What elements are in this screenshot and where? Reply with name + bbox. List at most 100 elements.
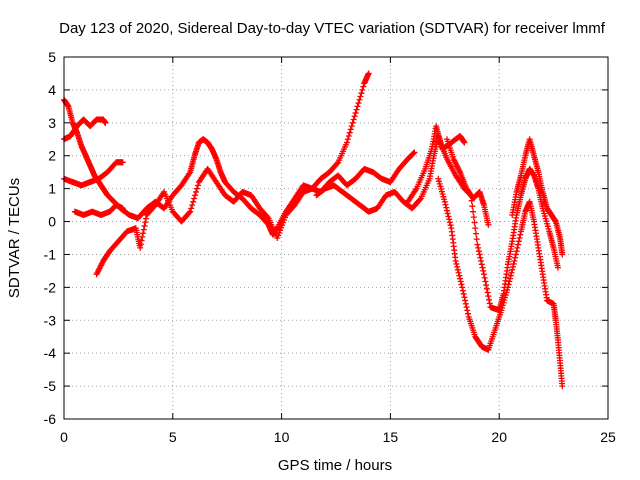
data-point (460, 290, 467, 297)
data-series (435, 175, 566, 390)
data-point (473, 236, 480, 243)
y-tick-label: 3 (48, 115, 56, 131)
y-tick-label: -4 (44, 345, 57, 361)
data-point (476, 251, 483, 258)
data-point (504, 284, 511, 291)
data-point (416, 196, 423, 203)
data-point (507, 275, 514, 282)
data-points (61, 70, 566, 390)
data-point (443, 207, 450, 214)
data-point (516, 235, 523, 241)
axis-ticks: 0 5 10 15 20 25 -6 -5 -4 -3 -2 -1 0 1 2 3 4 5 (44, 49, 616, 445)
data-point (471, 219, 478, 226)
data-point (187, 208, 194, 215)
data-point (505, 281, 512, 288)
data-point (510, 260, 517, 267)
data-point (461, 294, 468, 301)
data-point (347, 126, 354, 133)
data-point (191, 195, 198, 202)
data-series (71, 202, 126, 218)
data-point (190, 198, 197, 205)
data-point (188, 205, 195, 212)
data-point (359, 86, 366, 93)
data-series (61, 116, 109, 143)
data-point (138, 237, 145, 244)
data-point (486, 296, 493, 303)
data-point (444, 210, 451, 217)
data-point (457, 278, 464, 285)
data-point (463, 304, 470, 311)
data-point (454, 266, 461, 273)
data-point (474, 241, 481, 248)
data-point (472, 225, 479, 232)
y-tick-label: -5 (44, 378, 57, 394)
data-point (509, 266, 516, 273)
data-point (472, 230, 479, 237)
data-point (357, 93, 364, 100)
data-point (478, 261, 485, 268)
data-point (193, 188, 200, 195)
x-tick-label: 25 (600, 429, 616, 445)
data-point (139, 233, 146, 240)
data-series (61, 159, 126, 189)
data-point (485, 221, 492, 228)
data-point (465, 310, 472, 317)
data-point (470, 208, 477, 215)
data-point (354, 103, 361, 110)
data-point (461, 139, 468, 146)
data-point (452, 258, 459, 265)
data-point (469, 203, 476, 210)
data-point (470, 214, 477, 221)
data-point (442, 201, 449, 208)
data-point (119, 159, 126, 166)
plot-frame (63, 56, 609, 420)
data-series (509, 136, 566, 258)
data-point (140, 230, 147, 237)
data-point (480, 267, 487, 274)
data-point (509, 263, 516, 270)
y-tick-label: -3 (44, 312, 57, 328)
y-tick-label: -6 (44, 411, 57, 427)
data-series (443, 136, 492, 228)
data-point (358, 90, 365, 97)
data-point (443, 204, 450, 211)
y-tick-label: 4 (48, 82, 56, 98)
y-axis-label: SDTVAR / TECUs (6, 178, 23, 298)
y-tick-label: -2 (44, 279, 57, 295)
y-tick-label: 2 (48, 148, 56, 164)
data-point (453, 260, 460, 267)
data-point (459, 287, 466, 294)
data-point (140, 226, 147, 233)
data-point (189, 202, 196, 209)
y-tick-label: 5 (48, 49, 56, 65)
grid (64, 57, 608, 419)
data-point (462, 297, 469, 304)
x-tick-label: 5 (169, 429, 177, 445)
data-point (365, 70, 372, 77)
data-point (454, 263, 461, 270)
x-axis-label: GPS time / hours (278, 457, 392, 474)
data-point (483, 282, 490, 289)
data-point (186, 209, 193, 216)
data-point (481, 274, 488, 281)
data-point (334, 160, 341, 167)
data-point (355, 100, 362, 107)
data-point (515, 241, 522, 248)
data-point (462, 300, 469, 307)
data-point (352, 109, 359, 116)
data-point (459, 284, 466, 291)
data-point (447, 222, 454, 229)
data-point (137, 244, 144, 251)
data-point (102, 119, 109, 126)
data-point (441, 198, 448, 205)
data-point (513, 248, 520, 255)
data-point (349, 119, 356, 126)
data-point (515, 238, 522, 245)
data-point (484, 289, 491, 296)
data-point (482, 278, 489, 285)
data-point (478, 258, 485, 265)
data-point (142, 215, 149, 222)
data-point (360, 83, 367, 90)
data-point (350, 116, 357, 123)
